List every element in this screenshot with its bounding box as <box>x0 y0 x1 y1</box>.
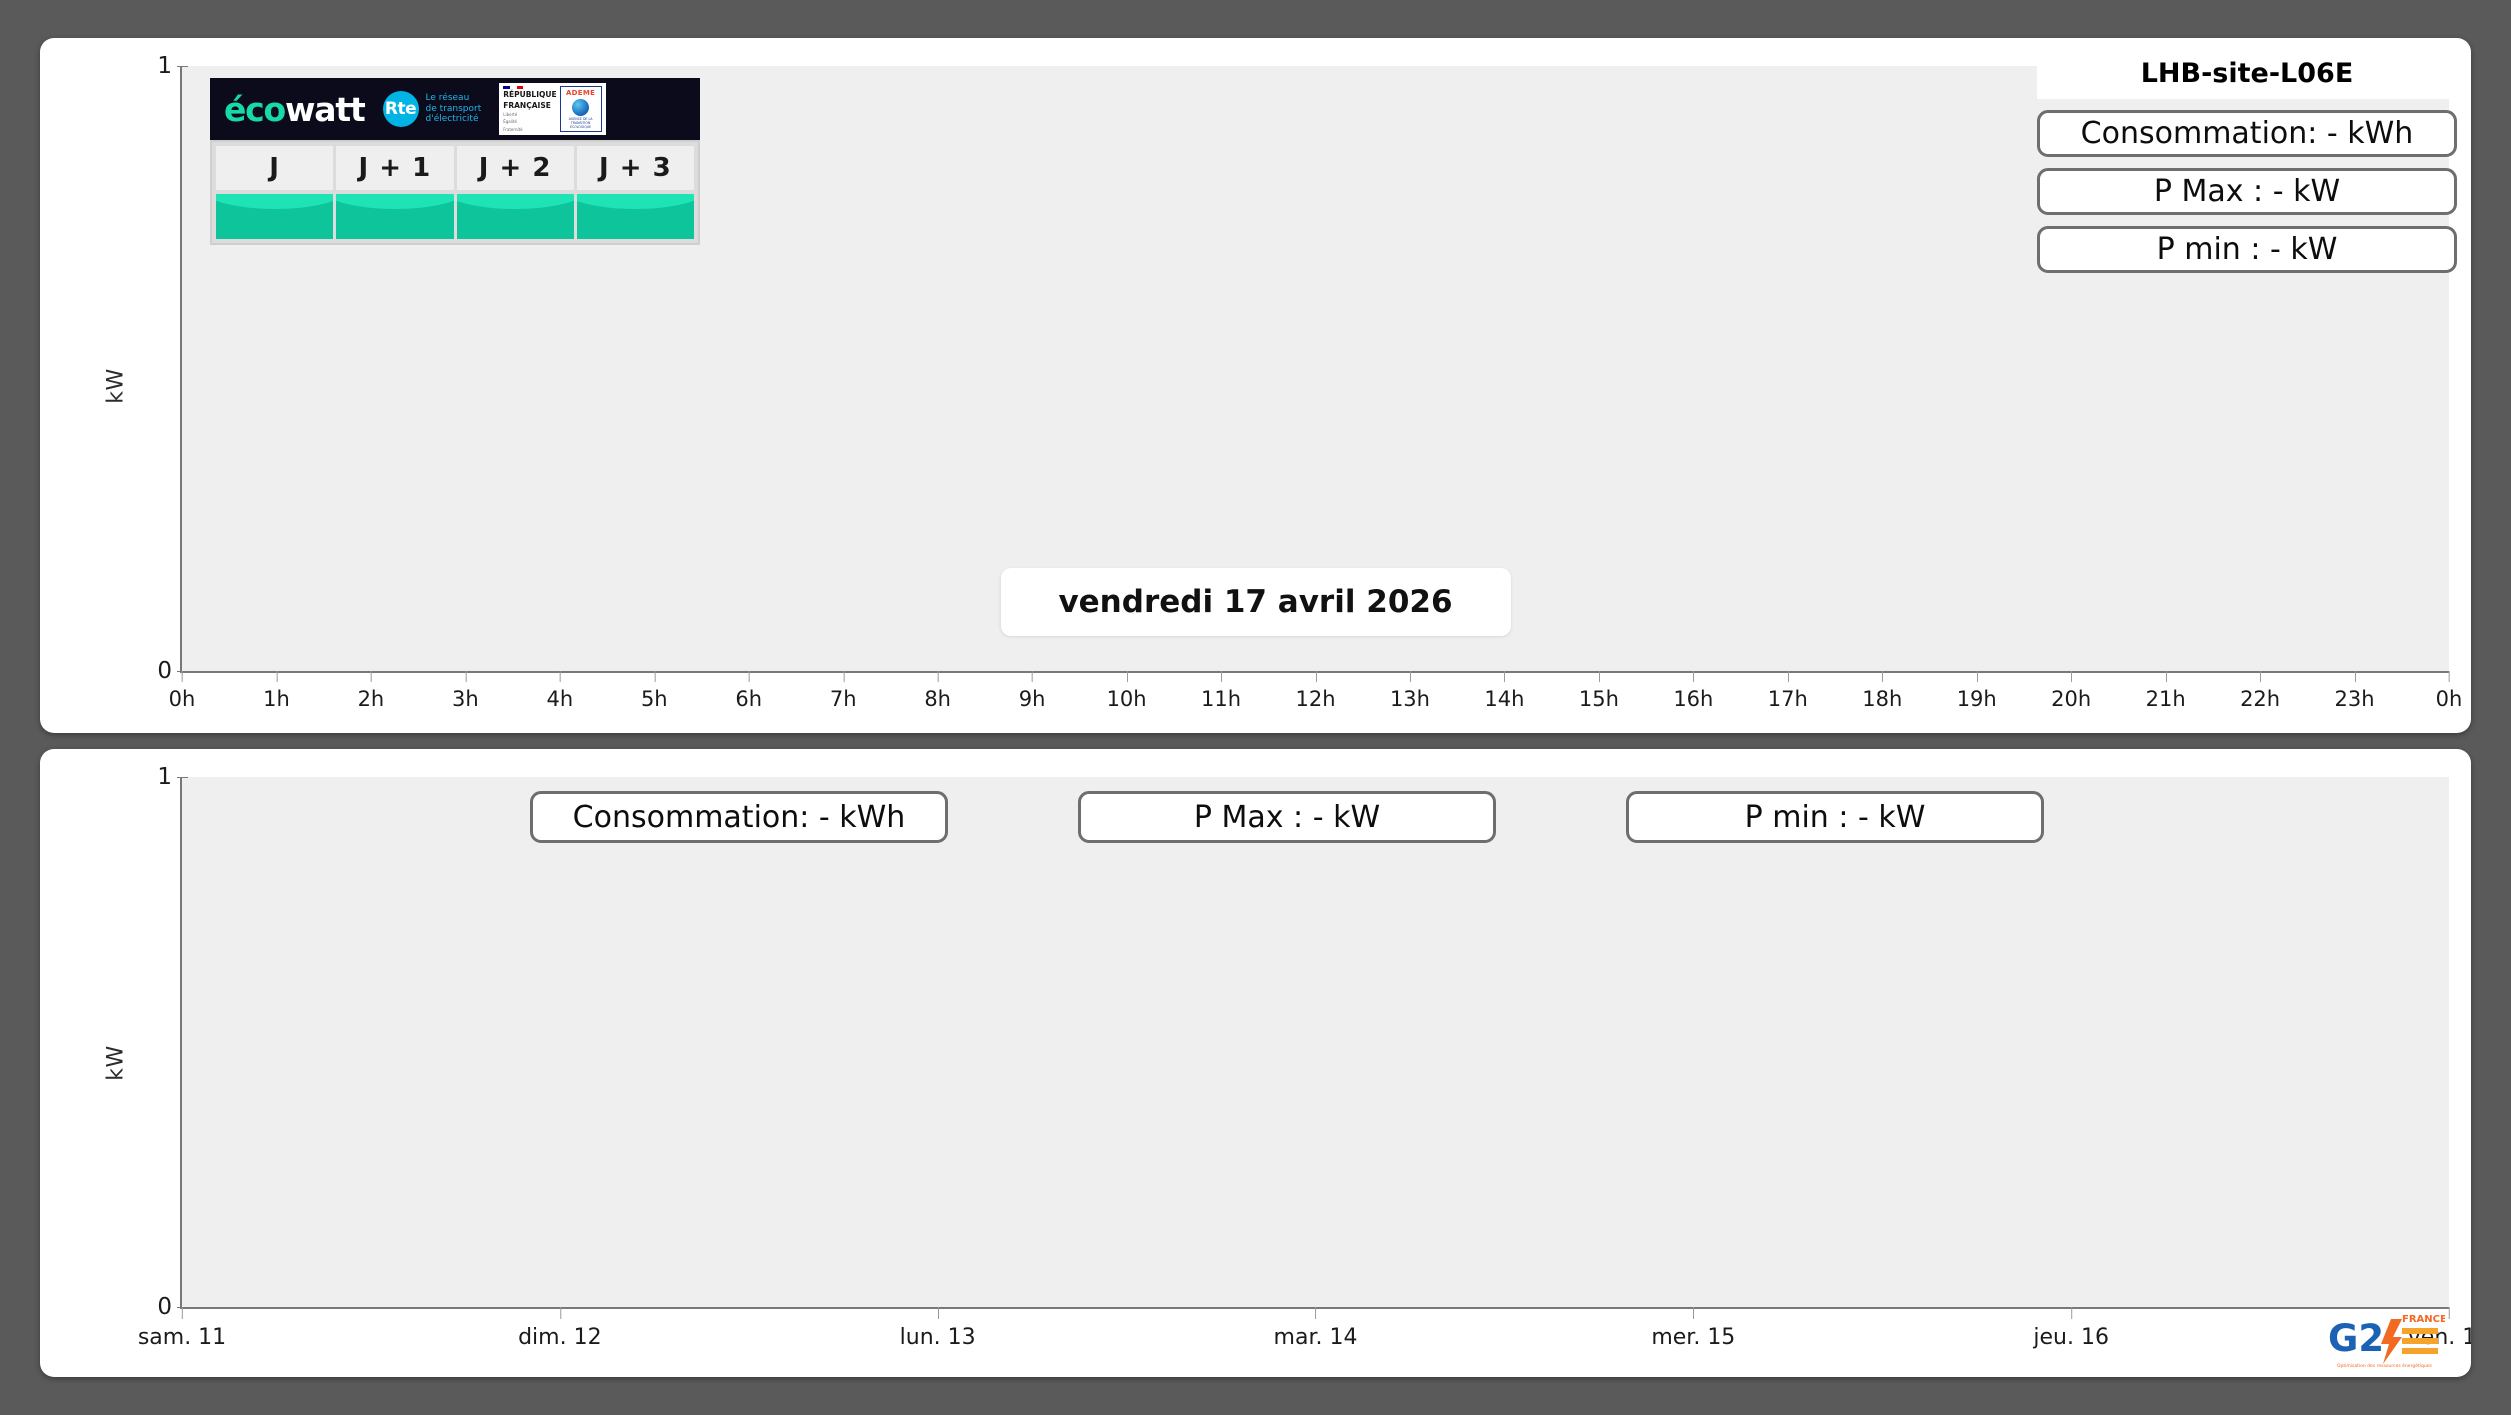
weekly-summary-row: Consommation: - kWh P Max : - kW P min : -… <box>530 791 2044 843</box>
x-tick-hour: 0h <box>169 671 195 711</box>
ecowatt-day-2[interactable]: J + 2 <box>456 146 574 239</box>
x-tick-day: sam. 11 <box>138 1307 226 1350</box>
stat-consommation: Consommation: - kWh <box>2037 110 2457 157</box>
x-tick-hour: 7h <box>830 671 857 711</box>
x-tick-hour: 10h <box>1107 671 1147 711</box>
ecowatt-day-label: J <box>216 146 334 190</box>
y-tick-max-bottom: 1 <box>157 764 188 790</box>
ecowatt-day-status-tile <box>216 194 334 239</box>
x-tick-day: mer. 15 <box>1651 1307 1735 1350</box>
weekly-x-axis: sam. 11 dim. 12 lun. 13 mar. 14 mer. 15 jeu. … <box>138 1307 2471 1367</box>
x-tick-hour: 3h <box>452 671 479 711</box>
x-tick-hour: 21h <box>2146 671 2186 711</box>
ademe-sub-2: TRANSITION <box>570 121 591 125</box>
ecowatt-widget[interactable]: écowatt Rte Le réseau de transport d'éle… <box>210 78 700 245</box>
ecowatt-day-label: J + 2 <box>456 146 574 190</box>
ademe-subtitle: AGENCE DE LA TRANSITION ÉCOLOGIQUE <box>569 117 593 129</box>
ecowatt-header: écowatt Rte Le réseau de transport d'éle… <box>210 78 700 140</box>
ecowatt-day-status-tile <box>456 194 574 239</box>
rte-tagline-line-1: Le réseau <box>425 92 470 103</box>
republique-francaise-logo: RÉPUBLIQUE FRANÇAISE Liberté Égalité Fra… <box>503 86 557 132</box>
rte-tagline: Le réseau de transport d'électricité <box>426 93 482 126</box>
x-tick-hour: 4h <box>546 671 573 711</box>
ademe-title: ADEME <box>565 89 596 97</box>
x-tick-hour: 13h <box>1390 671 1430 711</box>
republique-motto-2: Égalité <box>503 119 518 125</box>
republique-motto-1: Liberté <box>503 111 518 117</box>
y-tick-min-bottom: 0 <box>157 1294 188 1320</box>
x-tick-hour: 17h <box>1768 671 1808 711</box>
french-flag-icon <box>503 86 524 90</box>
daily-chart-panel: kW 1 0 0h 1h 2h 3h 4h 5h 6h 7h 8h 9h 10h 11h 12h 13h 1… <box>40 38 2471 733</box>
site-title: LHB-site-L06E <box>2037 52 2457 99</box>
x-tick-hour: 5h <box>641 671 668 711</box>
x-tick-hour: 12h <box>1295 671 1336 711</box>
ecowatt-day-3[interactable]: J + 3 <box>576 146 694 239</box>
ademe-sub-1: AGENCE DE LA <box>568 117 593 121</box>
svg-text:G2: G2 <box>2328 1317 2384 1360</box>
x-tick-hour: 6h <box>735 671 762 711</box>
x-tick-hour: 2h <box>358 671 384 711</box>
ecowatt-day-0[interactable]: J <box>216 146 334 239</box>
x-tick-hour: 20h <box>2051 671 2091 711</box>
x-tick-hour: 23h <box>2335 671 2375 711</box>
government-logos: RÉPUBLIQUE FRANÇAISE Liberté Égalité Fra… <box>499 83 606 135</box>
stat-p-min: P min : - kW <box>1626 791 2044 843</box>
ecowatt-logo: écowatt <box>224 89 366 129</box>
ecowatt-day-label: J + 3 <box>576 146 694 190</box>
rte-tagline-line-3: d'électricité <box>425 114 479 125</box>
y-axis-label-top: kW <box>103 367 129 404</box>
ecowatt-day-status-tile <box>576 194 694 239</box>
g2-france-word: FRANCE <box>2402 1314 2445 1325</box>
x-tick-day: lun. 13 <box>900 1307 976 1350</box>
ademe-logo: ADEME AGENCE DE LA TRANSITION ÉCOLOGIQUE <box>559 86 602 132</box>
x-tick-hour: 22h <box>2240 671 2280 711</box>
x-tick-hour: 15h <box>1579 671 1619 711</box>
x-tick-day: dim. 12 <box>518 1307 602 1350</box>
x-tick-hour: 11h <box>1201 671 1241 711</box>
republique-line-1: RÉPUBLIQUE <box>503 90 557 100</box>
stat-p-max: P Max : - kW <box>2037 168 2457 215</box>
ecowatt-logo-watt: watt <box>285 89 366 129</box>
weekly-chart: kW 1 0 sam. 11 dim. 12 lun. 13 mar. 14 mer. … <box>40 749 2471 1377</box>
ademe-sub-3: ÉCOLOGIQUE <box>570 125 592 129</box>
ecowatt-day-status-tile <box>336 194 454 239</box>
rte-circle-icon: Rte <box>382 91 419 127</box>
weekly-chart-panel: kW 1 0 sam. 11 dim. 12 lun. 13 mar. 14 mer. … <box>40 749 2471 1377</box>
ecowatt-day-label: J + 1 <box>336 146 454 190</box>
ecowatt-day-1[interactable]: J + 1 <box>336 146 454 239</box>
x-tick-day: jeu. 16 <box>2033 1307 2109 1350</box>
stat-consommation: Consommation: - kWh <box>530 791 948 843</box>
x-tick-hour: 16h <box>1673 671 1713 711</box>
x-tick-hour: 14h <box>1484 671 1524 711</box>
site-summary-panel: LHB-site-L06E Consommation: - kWh P Max :… <box>2037 52 2457 273</box>
g2-france-logo: G2 FRANCE Optimisation des ressources én… <box>2328 1314 2445 1369</box>
x-tick-hour: 0h <box>2436 671 2462 711</box>
x-tick-day: mar. 14 <box>1274 1307 1357 1350</box>
daily-x-axis: 0h 1h 2h 3h 4h 5h 6h 7h 8h 9h 10h 11h 12h 13h 14h 15h 16… <box>169 671 2462 731</box>
y-tick-max-top: 1 <box>157 53 188 79</box>
globe-icon <box>572 98 590 116</box>
rte-logo: Rte Le réseau de transport d'électricité <box>382 91 482 127</box>
stat-p-max: P Max : - kW <box>1078 791 1496 843</box>
y-axis-label-bottom: kW <box>103 1045 129 1081</box>
date-badge: vendredi 17 avril 2026 <box>1000 568 1511 636</box>
x-tick-hour: 18h <box>1862 671 1902 711</box>
rte-tagline-line-2: de transport <box>425 103 482 114</box>
republique-line-2: FRANÇAISE <box>503 100 551 110</box>
x-tick-hour: 8h <box>924 671 951 711</box>
daily-chart: kW 1 0 0h 1h 2h 3h 4h 5h 6h 7h 8h 9h 10h 11h 12h 13h 1… <box>40 38 2471 733</box>
stat-p-min: P min : - kW <box>2037 226 2457 273</box>
ecowatt-logo-eco: éco <box>224 89 286 129</box>
x-tick-hour: 1h <box>263 671 290 711</box>
x-tick-hour: 19h <box>1957 671 1997 711</box>
weekly-plot-area: 1 0 sam. 11 dim. 12 lun. 13 mar. 14 mer. 15 j… <box>138 764 2471 1350</box>
x-tick-hour: 9h <box>1019 671 1045 711</box>
republique-motto-3: Fraternité <box>503 126 523 132</box>
g2-tagline: Optimisation des ressources énergétiques <box>2337 1362 2432 1369</box>
